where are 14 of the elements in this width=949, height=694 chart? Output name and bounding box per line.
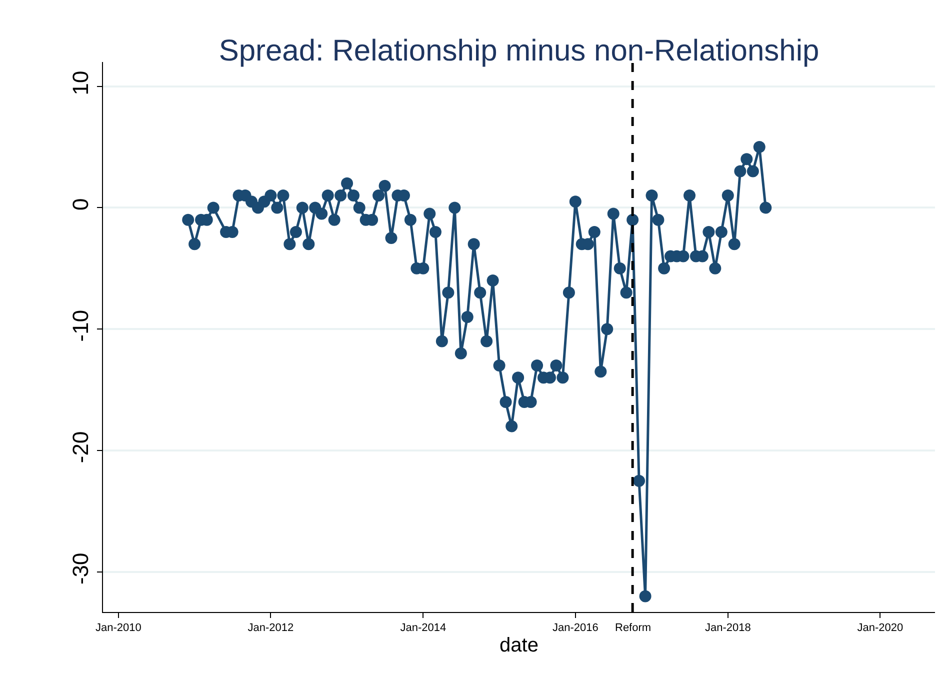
ref-line-label: Reform [615,622,652,634]
x-tick-label: Jan-2010 [95,622,142,634]
x-tick-label: Jan-2016 [552,622,598,634]
x-tick-label: Jan-2018 [704,622,751,634]
chart-title: Spread: Relationship minus non-Relationship [218,34,820,68]
x-tick-label: Jan-2014 [400,622,446,634]
y-tick-label: 10 [68,70,94,96]
y-tick-label: 0 [68,198,94,211]
x-tick-label: Jan-2020 [857,622,904,634]
y-tick-label: -10 [68,310,94,342]
y-tick-label: -30 [68,552,94,585]
x-axis-title: date [500,634,538,657]
x-tick-label: Jan-2012 [248,622,294,634]
y-tick-label: -20 [68,431,94,464]
